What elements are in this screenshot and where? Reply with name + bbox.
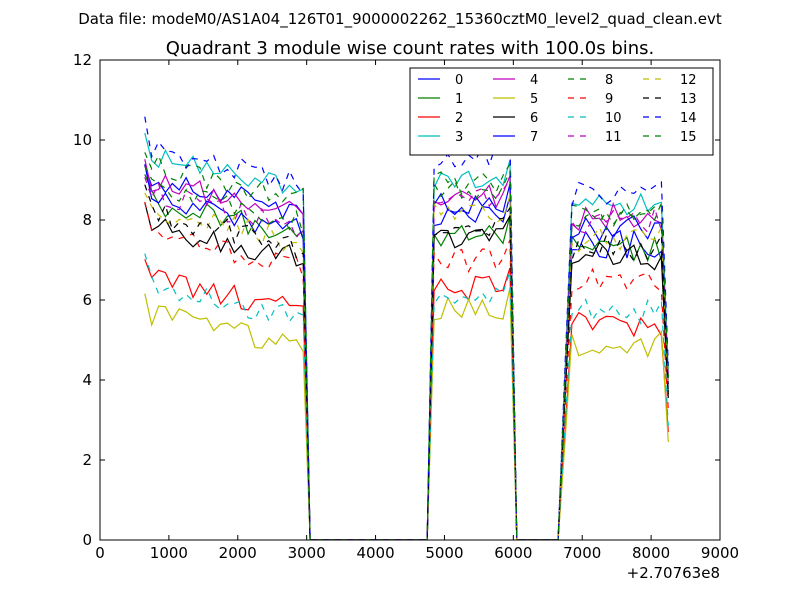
legend-label-12: 12 [680, 73, 697, 88]
legend-label-13: 13 [680, 92, 697, 107]
series-line-8 [144, 152, 669, 540]
legend-label-1: 1 [455, 92, 463, 107]
x-tick-label: 1000 [150, 544, 188, 562]
series-line-1 [144, 174, 669, 540]
x-tick-label: 2000 [219, 544, 257, 562]
legend-label-8: 8 [605, 73, 613, 88]
x-tick-label: 4000 [356, 544, 394, 562]
x-tick-label: 9000 [701, 544, 739, 562]
series-layer [144, 116, 669, 540]
series-line-11 [144, 177, 669, 540]
legend-label-0: 0 [455, 73, 463, 88]
y-tick-label: 4 [82, 371, 92, 389]
series-line-12 [144, 192, 669, 540]
series-line-7 [144, 164, 669, 540]
y-tick-label: 8 [82, 211, 92, 229]
x-tick-label: 0 [95, 544, 105, 562]
figure-suptitle: Data file: modeM0/AS1A04_126T01_90000022… [78, 10, 722, 29]
legend-label-11: 11 [605, 130, 622, 145]
series-line-2 [144, 259, 669, 540]
y-tick-label: 6 [82, 291, 92, 309]
series-line-5 [144, 287, 669, 540]
series-line-3 [144, 132, 669, 540]
series-line-6 [144, 202, 669, 540]
legend-label-3: 3 [455, 130, 463, 145]
axis-ticks: 0 1000 2000 3000 4000 5000 6000 7000 8000 9000 0 2 4… [73, 51, 739, 562]
legend-label-6: 6 [530, 111, 538, 126]
y-tick-label: 0 [82, 531, 92, 549]
x-tick-label: 8000 [632, 544, 670, 562]
y-tick-label: 10 [73, 131, 92, 149]
x-offset-label: +2.70763e8 [627, 564, 720, 582]
legend-label-2: 2 [455, 111, 463, 126]
x-tick-label: 7000 [563, 544, 601, 562]
x-tick-label: 5000 [425, 544, 463, 562]
chart-title: Quadrant 3 module wise count rates with … [166, 38, 655, 59]
series-line-9 [144, 201, 669, 540]
legend-label-4: 4 [530, 73, 538, 88]
y-tick-label: 12 [73, 51, 92, 69]
series-line-14 [144, 116, 669, 540]
y-tick-label: 2 [82, 451, 92, 469]
x-tick-label: 3000 [288, 544, 326, 562]
legend-label-15: 15 [680, 130, 697, 145]
legend-frame [409, 67, 714, 156]
legend-label-14: 14 [680, 111, 697, 126]
series-line-10 [144, 253, 669, 540]
legend-label-9: 9 [605, 92, 613, 107]
series-line-13 [144, 184, 669, 540]
series-line-0 [144, 165, 669, 540]
legend-label-5: 5 [530, 92, 538, 107]
series-line-15 [144, 161, 669, 540]
legend-label-7: 7 [530, 130, 538, 145]
x-tick-label: 6000 [494, 544, 532, 562]
legend-label-10: 10 [605, 111, 622, 126]
series-line-4 [144, 159, 669, 540]
